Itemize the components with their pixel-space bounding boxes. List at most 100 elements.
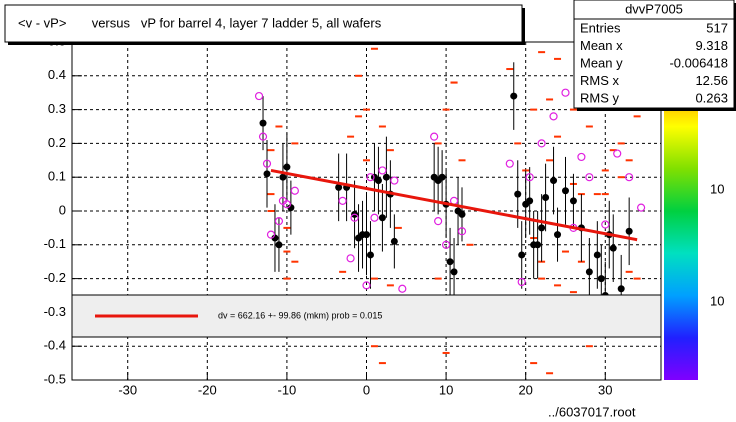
title-box [4, 4, 523, 43]
cell [546, 159, 554, 162]
mean-marker [350, 213, 359, 222]
x-tick-label: 0 [363, 382, 370, 397]
point [450, 268, 458, 276]
x-tick-label: 20 [518, 382, 532, 397]
cell [363, 159, 370, 162]
cell [458, 159, 466, 162]
point [363, 231, 370, 239]
cell [434, 142, 442, 145]
x-tick-label: -10 [278, 382, 297, 397]
cell [633, 277, 641, 280]
cell [561, 250, 569, 253]
point [374, 177, 382, 185]
mean-marker [282, 200, 292, 209]
point [625, 227, 633, 235]
cell [267, 149, 275, 152]
stats-key: Mean y [580, 55, 623, 70]
mean-marker [346, 254, 355, 263]
mean-marker [457, 227, 467, 236]
point [271, 234, 279, 242]
mean-marker [434, 217, 443, 226]
point [569, 197, 577, 205]
mean-marker [398, 284, 407, 293]
mean-marker [266, 230, 276, 239]
point [378, 214, 386, 222]
mean-marker [338, 196, 347, 205]
y-tick-label: 0.2 [48, 135, 66, 150]
cell [617, 142, 625, 145]
point [263, 170, 271, 178]
cell [609, 149, 617, 152]
mean-marker [258, 132, 268, 141]
cell [625, 270, 633, 273]
y-tick-label: -0.1 [44, 236, 66, 251]
cell [506, 68, 514, 71]
cell [546, 98, 554, 101]
cell [450, 81, 458, 84]
x-tick-label: -20 [198, 382, 217, 397]
cell [267, 210, 275, 212]
cell [585, 125, 593, 128]
y-tick-label: 0 [59, 202, 66, 217]
point [510, 92, 518, 100]
mean-marker [505, 159, 514, 168]
cell [585, 345, 593, 348]
point [550, 177, 558, 185]
cell [554, 57, 562, 60]
stats-box [573, 0, 735, 109]
cell [434, 277, 442, 280]
mean-marker [549, 112, 558, 121]
point [259, 119, 267, 127]
cell [370, 345, 378, 348]
cell [538, 277, 546, 280]
stats-value: 9.318 [695, 38, 728, 53]
cell [339, 270, 347, 273]
cell [530, 362, 538, 365]
cell [554, 135, 562, 138]
cell [275, 125, 283, 128]
mean-marker [577, 152, 586, 162]
point [526, 197, 534, 205]
mean-marker [378, 166, 387, 175]
y-tick-label: 0.4 [48, 67, 66, 82]
cell [347, 135, 355, 138]
point [593, 251, 601, 259]
cell [554, 284, 562, 287]
point [438, 173, 446, 181]
cell [514, 142, 522, 145]
mean-marker [274, 217, 284, 226]
cell [355, 115, 363, 118]
mean-marker [525, 173, 534, 182]
y-tick-label: -0.3 [44, 304, 66, 319]
mean-marker [290, 186, 299, 195]
y-tick-label: -0.2 [44, 270, 66, 285]
stats-key: RMS y [580, 90, 620, 105]
mean-marker [517, 277, 526, 287]
point [279, 173, 287, 181]
mean-marker [537, 139, 546, 148]
mean-marker [430, 132, 439, 141]
mean-marker [625, 173, 634, 182]
point [617, 285, 625, 293]
cell [291, 260, 299, 263]
cell [283, 226, 291, 229]
point [382, 173, 390, 181]
stats-key: Mean x [580, 38, 623, 53]
mean-marker [390, 176, 399, 185]
y-tick-label: -0.4 [44, 338, 66, 353]
cell [601, 193, 609, 196]
cell [538, 51, 546, 54]
stats-title: dvvP7005 [625, 1, 683, 16]
footer: ../6037017.root [548, 404, 636, 419]
cell [442, 108, 450, 111]
point [283, 163, 291, 171]
point [287, 204, 295, 212]
mean-marker [601, 220, 610, 229]
y-tick-label: -0.5 [44, 371, 66, 386]
stats-key: Entries [580, 20, 621, 35]
cell [386, 284, 394, 287]
point [561, 187, 569, 195]
y-tick-label: 0.3 [48, 101, 66, 116]
mean-marker [561, 88, 570, 97]
